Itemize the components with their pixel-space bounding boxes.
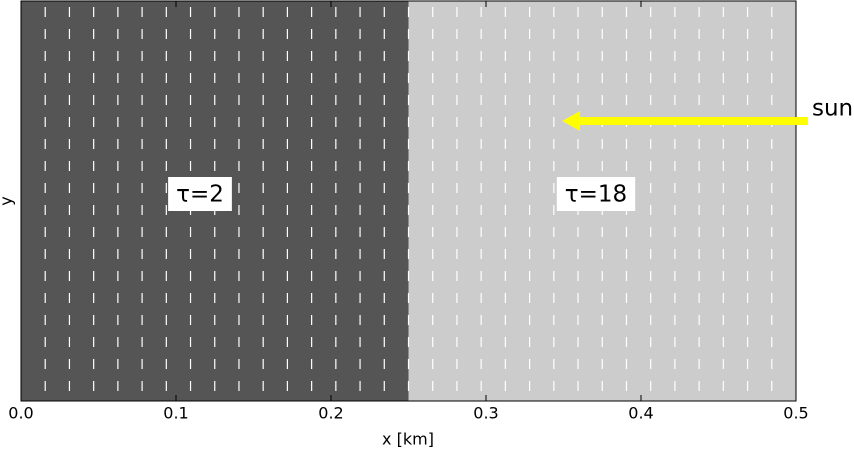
region-label: τ=18 [565,182,627,208]
label-background [168,177,232,211]
x-tick-label: 0.5 [783,404,808,423]
annotation: sun [812,96,853,122]
region-label-box: τ=18 [556,177,636,211]
region-label-box: τ=2 [168,177,232,211]
x-tick-label: 0.3 [473,404,498,423]
region-label: τ=2 [176,182,224,208]
axes-frame [20,0,797,402]
label-background [556,177,636,211]
x-tick-label: 0.4 [628,404,653,423]
sun-arrow-head [562,111,580,131]
y-axis-label: y [0,196,16,205]
x-tick-label: 0.2 [318,404,343,423]
x-axis-label: x [km] [382,430,434,449]
x-tick-label: 0.1 [163,404,188,423]
x-tick-label: 0.0 [8,404,33,423]
